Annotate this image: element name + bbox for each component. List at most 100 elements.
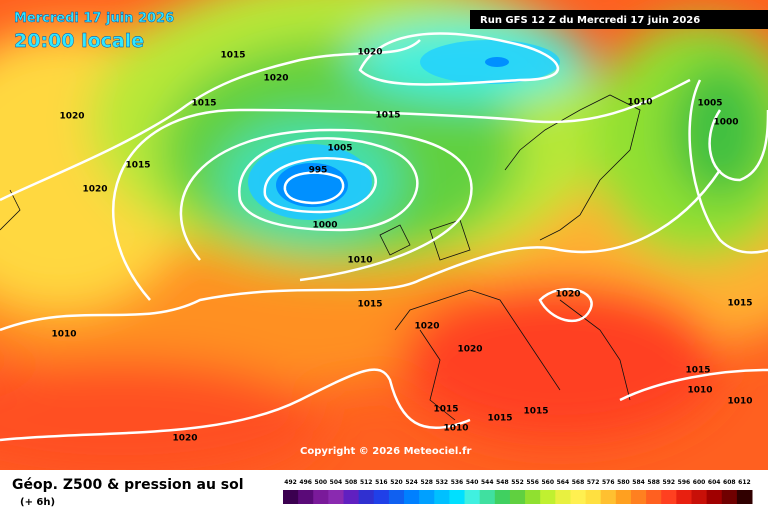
colorbar-label: 500	[315, 479, 328, 486]
colorbar-label: 524	[405, 479, 418, 486]
colorbar-label: 508	[345, 479, 358, 486]
colorbar-label: 588	[647, 479, 660, 486]
isobar-label: 1005	[327, 144, 352, 154]
colorbar-label: 604	[708, 479, 721, 486]
colorbar-swatch	[283, 490, 299, 504]
colorbar: 492 496 500 504 508 512 516 520 524 528 532 536 540 5…	[283, 479, 753, 504]
colorbar-label: 596	[678, 479, 691, 486]
colorbar-label: 532	[436, 479, 449, 486]
colorbar-label: 572	[587, 479, 600, 486]
isobar-label: 1010	[627, 98, 652, 108]
colorbar-label: 612	[738, 479, 751, 486]
isobar-label: 1015	[191, 99, 216, 109]
isobar-label: 1015	[125, 161, 150, 171]
colorbar-swatch	[464, 490, 481, 504]
colorbar-swatch	[555, 490, 571, 504]
colorbar-swatch	[661, 490, 677, 504]
colorbar-swatch	[313, 490, 329, 504]
map-time: 20:00 locale	[14, 30, 144, 52]
colorbar-swatch	[419, 490, 435, 504]
colorbar-label: 544	[481, 479, 494, 486]
colorbar-label: 568	[572, 479, 585, 486]
colorbar-label: 564	[557, 479, 570, 486]
colorbar-swatch	[600, 490, 617, 504]
colorbar-label: 576	[602, 479, 615, 486]
colorbar-swatch	[328, 490, 345, 504]
colorbar-swatch	[509, 490, 526, 504]
colorbar-label: 528	[420, 479, 433, 486]
isobar-label: 1020	[263, 74, 288, 84]
map-date: Mercredi 17 juin 2026	[14, 11, 174, 26]
isobar-label: 1010	[347, 256, 372, 266]
isobar-label: 1020	[457, 345, 482, 355]
colorbar-label: 520	[390, 479, 403, 486]
isobar-label: 1015	[375, 111, 400, 121]
colorbar-label: 504	[330, 479, 343, 486]
colorbar-label: 492	[284, 479, 297, 486]
isobar-label: 1000	[713, 118, 738, 128]
colorbar-label: 556	[526, 479, 539, 486]
colorbar-swatch	[721, 490, 738, 504]
colorbar-swatch	[404, 490, 420, 504]
isobar-labels: 1015 1020 1020 1015 1020 1015 1005 1015 995 1020 1…	[51, 48, 752, 444]
isobar-label: 1020	[414, 322, 439, 332]
colorbar-label: 540	[466, 479, 479, 486]
isobar-label: 1015	[487, 414, 512, 424]
colorbar-swatch	[585, 490, 602, 504]
isobar-label: 1015	[433, 405, 458, 415]
isobar-label: 1020	[59, 112, 84, 122]
colorbar-swatch	[676, 490, 692, 504]
colorbar-label: 580	[617, 479, 630, 486]
colorbar-swatch	[388, 490, 405, 504]
copyright: Copyright © 2026 Meteociel.fr	[300, 446, 471, 457]
colorbar-swatch	[540, 490, 556, 504]
colorbar-swatch	[449, 490, 466, 504]
colorbar-label: 548	[496, 479, 509, 486]
colorbar-swatch	[691, 490, 708, 504]
colorbar-label: 536	[451, 479, 464, 486]
colorbar-label: 592	[663, 479, 676, 486]
isobar-label: 1015	[357, 300, 382, 310]
colorbar-label: 600	[693, 479, 706, 486]
colorbar-swatch	[494, 490, 511, 504]
colorbar-label: 516	[375, 479, 388, 486]
isobar-label: 1020	[82, 185, 107, 195]
colorbar-swatch	[630, 490, 647, 504]
colorbar-swatch	[646, 490, 662, 504]
isobar-label: 1010	[727, 397, 752, 407]
colorbar-swatch	[570, 490, 587, 504]
colorbar-swatch	[615, 490, 632, 504]
colorbar-label: 560	[541, 479, 554, 486]
colorbar-label: 608	[723, 479, 736, 486]
colorbar-swatch	[358, 490, 375, 504]
isobar-label: 1015	[220, 51, 245, 61]
map-field	[0, 0, 768, 470]
isobar-label: 1020	[555, 290, 580, 300]
isobar-label: 995	[309, 166, 328, 176]
isobar-label: 1010	[443, 424, 468, 434]
colorbar-swatch	[434, 490, 450, 504]
isobar-label: 1005	[697, 99, 722, 109]
colorbar-swatch	[706, 490, 723, 504]
isobar-label: 1000	[312, 221, 337, 231]
colorbar-swatch	[373, 490, 390, 504]
colorbar-swatch	[298, 490, 314, 504]
isobar-label: 1015	[523, 407, 548, 417]
colorbar-swatch	[525, 490, 541, 504]
run-box	[470, 10, 768, 29]
colorbar-label: 496	[299, 479, 312, 486]
isobar-label: 1015	[727, 299, 752, 309]
isobar-label: 1010	[687, 386, 712, 396]
isobar-label: 1010	[51, 330, 76, 340]
colorbar-label: 512	[360, 479, 373, 486]
colorbar-label: 552	[511, 479, 524, 486]
isobar-label: 1020	[357, 48, 382, 58]
legend-title: Géop. Z500 & pression au sol	[12, 477, 244, 493]
colorbar-label: 584	[632, 479, 645, 486]
colorbar-swatch	[343, 490, 360, 504]
run-info: Run GFS 12 Z du Mercredi 17 juin 2026	[480, 15, 700, 26]
colorbar-swatch	[479, 490, 496, 504]
colorbar-swatch	[736, 490, 753, 504]
isobar-label: 1015	[685, 366, 710, 376]
